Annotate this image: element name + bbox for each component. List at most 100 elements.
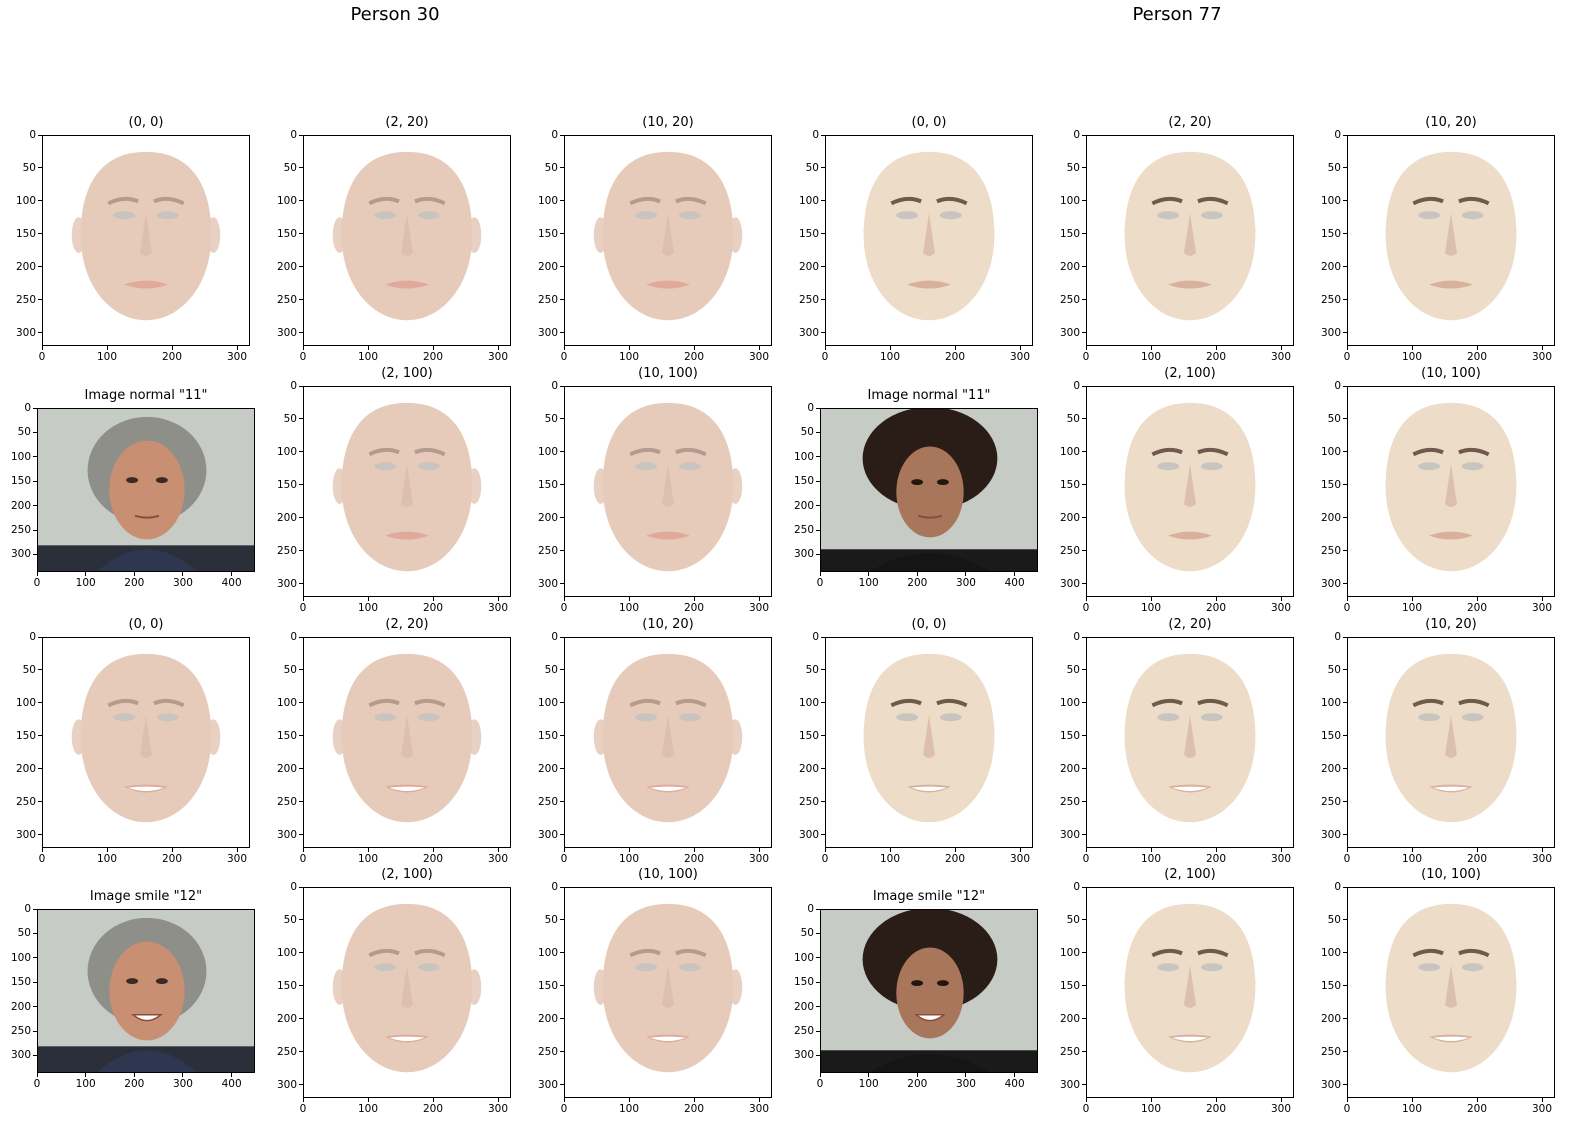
y-tick: [299, 583, 303, 585]
y-tick-label: 250: [1059, 1045, 1080, 1058]
x-tick: [1014, 1073, 1016, 1077]
x-tick-label: 0: [33, 577, 41, 589]
y-tick: [38, 801, 42, 803]
y-tick-label: 0: [551, 129, 558, 141]
y-tick-label: 100: [1320, 445, 1341, 458]
x-tick: [302, 1098, 304, 1102]
y-tick-label: 150: [793, 976, 814, 989]
panel-title: (2, 20): [1168, 115, 1212, 130]
y-tick-label: 100: [10, 951, 31, 964]
y-tick: [38, 233, 42, 235]
y-tick-label: 300: [1320, 326, 1341, 339]
x-tick-label: 300: [748, 351, 770, 363]
x-tick-label: 300: [226, 351, 248, 363]
y-tick: [1082, 669, 1086, 671]
x-tick: [693, 1098, 695, 1102]
y-tick: [299, 1018, 303, 1020]
y-tick-label: 300: [537, 577, 558, 590]
x-tick-label: 300: [1531, 351, 1553, 363]
y-tick-label: 0: [807, 903, 814, 915]
x-tick-label: 200: [422, 1103, 444, 1115]
x-tick: [563, 848, 565, 852]
y-tick: [816, 505, 820, 507]
y-tick: [1343, 669, 1347, 671]
y-tick: [1082, 418, 1086, 420]
panel-title: Image smile "12": [89, 889, 203, 904]
y-tick-label: 300: [537, 1078, 558, 1091]
x-tick-label: 300: [1531, 602, 1553, 614]
x-tick-label: 200: [422, 853, 444, 865]
x-tick: [1541, 597, 1543, 601]
photo-image: [37, 408, 255, 572]
y-tick: [560, 299, 564, 301]
y-tick: [1082, 299, 1086, 301]
y-tick-label: 250: [1320, 795, 1341, 808]
y-tick-label: 100: [537, 445, 558, 458]
y-tick-label: 250: [537, 544, 558, 557]
y-tick-label: 50: [1066, 913, 1080, 926]
y-tick: [560, 834, 564, 836]
y-tick-label: 300: [798, 326, 819, 339]
y-tick: [560, 919, 564, 921]
y-tick: [816, 1054, 820, 1056]
x-tick: [302, 848, 304, 852]
y-tick: [299, 985, 303, 987]
y-tick: [560, 1051, 564, 1053]
x-tick-label: 100: [618, 602, 640, 614]
y-tick: [816, 1030, 820, 1032]
y-tick-label: 300: [1059, 577, 1080, 590]
x-tick-label: 0: [33, 1078, 41, 1090]
photo-image: [820, 408, 1038, 572]
y-tick: [560, 768, 564, 770]
y-tick: [299, 768, 303, 770]
y-tick-label: 200: [1059, 511, 1080, 524]
y-tick-label: 200: [1320, 1012, 1341, 1025]
x-tick: [1541, 1098, 1543, 1102]
y-tick: [1082, 702, 1086, 704]
y-tick-label: 0: [807, 402, 814, 414]
x-tick-label: 300: [487, 351, 509, 363]
y-tick: [1082, 233, 1086, 235]
y-tick: [299, 299, 303, 301]
y-tick-label: 100: [798, 696, 819, 709]
y-tick-label: 300: [798, 828, 819, 841]
y-tick: [560, 669, 564, 671]
y-tick: [816, 456, 820, 458]
y-tick: [560, 200, 564, 202]
y-tick: [1343, 702, 1347, 704]
y-tick: [1343, 919, 1347, 921]
y-tick-label: 250: [537, 1045, 558, 1058]
y-tick-label: 100: [1320, 696, 1341, 709]
y-tick: [38, 167, 42, 169]
x-tick-label: 200: [907, 577, 928, 589]
y-tick: [821, 266, 825, 268]
x-tick-label: 0: [299, 1103, 307, 1115]
x-tick-label: 300: [226, 853, 248, 865]
panel-title: (10, 20): [1425, 115, 1477, 130]
y-tick: [816, 407, 820, 409]
y-tick: [1343, 167, 1347, 169]
y-tick: [1082, 834, 1086, 836]
panel-title: (2, 20): [385, 115, 429, 130]
x-tick-label: 200: [944, 351, 966, 363]
y-tick: [816, 908, 820, 910]
y-tick-label: 50: [283, 412, 297, 425]
y-tick: [821, 299, 825, 301]
panel-title: (10, 100): [1421, 867, 1481, 882]
x-tick: [171, 848, 173, 852]
photo-image: [820, 909, 1038, 1073]
x-tick-label: 300: [1531, 853, 1553, 865]
x-tick: [1476, 597, 1478, 601]
x-tick-label: 300: [487, 853, 509, 865]
y-tick: [821, 669, 825, 671]
y-tick-label: 250: [1059, 544, 1080, 557]
y-tick-label: 200: [537, 260, 558, 273]
y-tick-label: 200: [1320, 260, 1341, 273]
x-tick-label: 300: [1009, 853, 1031, 865]
y-tick-label: 200: [537, 511, 558, 524]
x-tick-label: 200: [1466, 853, 1488, 865]
y-tick-label: 150: [798, 729, 819, 742]
suptitle-person-77: Person 77: [1132, 4, 1222, 25]
x-tick: [432, 597, 434, 601]
y-tick-label: 150: [1059, 729, 1080, 742]
